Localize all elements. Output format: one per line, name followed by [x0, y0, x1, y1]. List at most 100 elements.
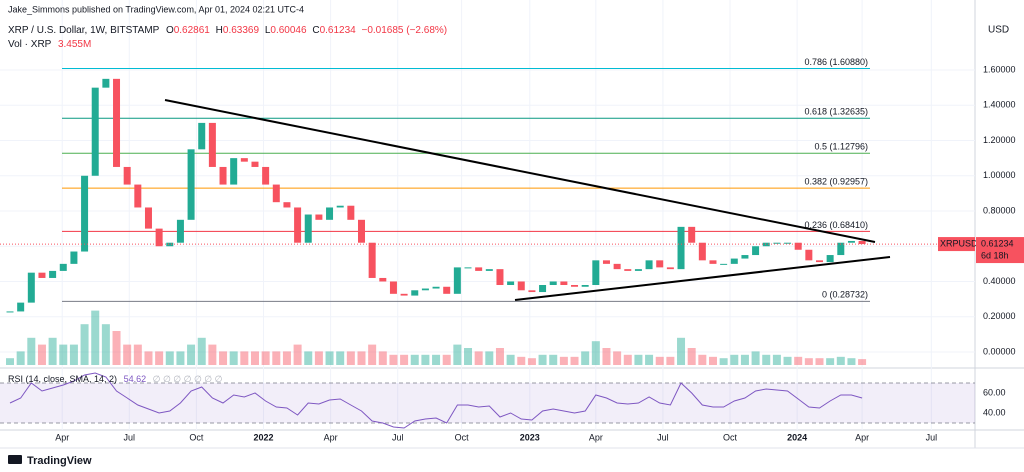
x-tick-label: Jul [926, 432, 938, 442]
candle [634, 269, 642, 271]
brand: TradingView [8, 455, 92, 467]
volume-bar [314, 351, 323, 365]
volume-legend: Vol · XRP 3.455M [8, 39, 91, 50]
volume-bar [378, 351, 387, 365]
volume-bar [59, 344, 68, 365]
volume-bar [804, 358, 813, 365]
rsi-empty: ∅ ∅ ∅ ∅ ∅ ∅ ∅ [153, 374, 223, 384]
candle [411, 290, 419, 296]
l-label: L [265, 25, 271, 36]
volume-bar [272, 351, 281, 365]
candle [730, 258, 738, 264]
y-tick-label: 1.20000 [983, 135, 1016, 145]
volume-bar [634, 354, 643, 365]
volume-bar [155, 351, 164, 365]
candle [113, 78, 121, 167]
volume-bar [165, 351, 174, 365]
volume-bar [772, 354, 781, 365]
candle [539, 285, 547, 293]
price-tag-price: 0.61234 [981, 238, 1014, 248]
y-tick-label: 1.60000 [983, 64, 1016, 74]
volume-bar [197, 337, 206, 365]
candle [549, 281, 557, 286]
candle [677, 226, 685, 270]
volume-bar [698, 354, 707, 365]
fib-label: 0.5 (1.12796) [814, 142, 868, 152]
volume-bar [293, 344, 302, 365]
volume-bar [485, 351, 494, 365]
volume-bar [432, 354, 441, 365]
volume-bar [708, 356, 717, 365]
candle [17, 302, 25, 312]
candle [443, 286, 451, 294]
volume-bar [176, 351, 185, 365]
rsi-pane [0, 372, 975, 429]
brand-name: TradingView [27, 455, 92, 467]
candle [240, 158, 248, 162]
candle [336, 205, 344, 208]
y-tick-label: 1.40000 [983, 100, 1016, 110]
candle [91, 87, 99, 176]
candle [400, 293, 408, 296]
volume-bar [559, 356, 568, 365]
volume-bar [325, 351, 334, 365]
fib-label: 0.236 (0.68410) [804, 220, 868, 230]
candle [453, 267, 461, 294]
candle [805, 249, 813, 261]
c-value: 0.61234 [320, 25, 357, 36]
candle [464, 267, 472, 269]
volume-bar [464, 348, 473, 365]
candle [741, 255, 749, 259]
x-tick-label: Jul [124, 432, 136, 442]
candle [6, 311, 14, 313]
x-tick-label: Apr [855, 432, 869, 442]
x-tick-label: Jul [657, 432, 669, 442]
volume-bar [794, 356, 803, 365]
x-tick-label: 2024 [787, 432, 807, 442]
candle [208, 122, 216, 167]
candle [347, 205, 355, 220]
candle [752, 246, 760, 256]
candle [198, 122, 206, 150]
volume-bar [6, 358, 15, 365]
volume-bar [666, 356, 675, 365]
volume-bar [101, 324, 110, 365]
candle [272, 184, 280, 203]
volume-title: Vol · XRP [8, 39, 52, 50]
volume-bar [368, 344, 377, 365]
candle [251, 161, 259, 167]
x-tick-label: 2023 [520, 432, 540, 442]
candle [581, 285, 589, 287]
volume-bar [581, 351, 590, 365]
volume-bar [815, 358, 824, 365]
fib-label: 0 (0.28732) [822, 290, 868, 300]
volume-bar [719, 358, 728, 365]
volume-bar [442, 354, 451, 365]
volume-bar [506, 354, 515, 365]
price-tag-symbol-bg [938, 237, 975, 252]
h-value: 0.63369 [223, 25, 260, 36]
candle [166, 242, 174, 247]
candle [592, 260, 600, 286]
volume-bar [187, 344, 196, 365]
volume-bar [208, 344, 217, 365]
trend-line-lower [514, 256, 891, 301]
volume-bar [410, 354, 419, 365]
candle [59, 263, 67, 271]
volume-bar [826, 358, 835, 365]
volume-bar [538, 354, 547, 365]
candle [134, 184, 142, 208]
volume-bar [591, 341, 600, 365]
candle [357, 219, 365, 243]
y-tick-label: 0.80000 [983, 205, 1016, 215]
volume-bar [250, 351, 259, 365]
rsi-tick-label: 40.00 [983, 407, 1006, 417]
h-label: H [216, 25, 223, 36]
volume-bar [655, 356, 664, 365]
y-tick-label: 0.00000 [983, 346, 1016, 356]
volume-bar [27, 337, 36, 365]
candle [517, 281, 525, 291]
candle [794, 242, 802, 250]
volume-bar [762, 354, 771, 365]
